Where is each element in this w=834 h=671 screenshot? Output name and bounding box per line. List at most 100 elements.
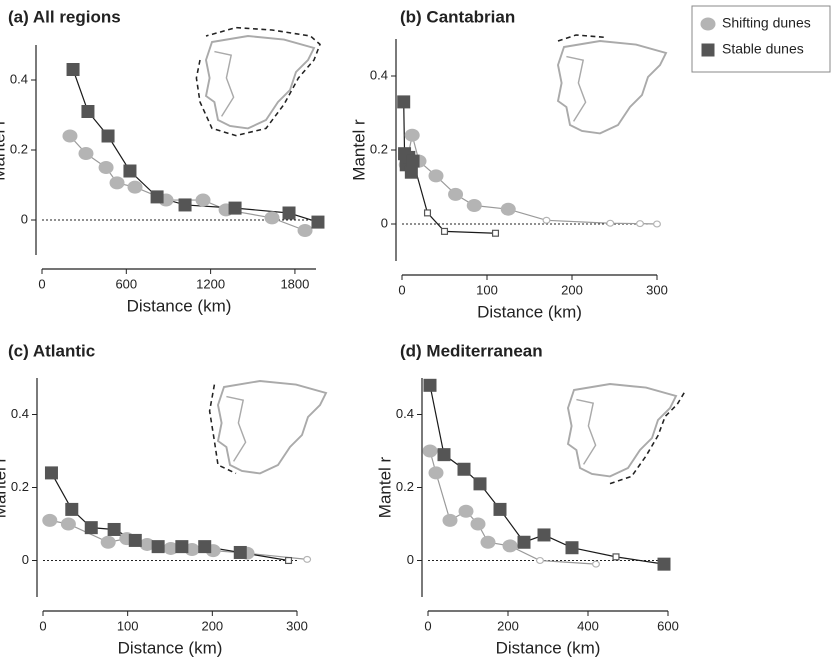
marker-square bbox=[101, 129, 115, 143]
marker-square bbox=[493, 502, 507, 516]
marker-square bbox=[311, 215, 325, 229]
marker-circle bbox=[163, 541, 179, 555]
marker-circle bbox=[458, 504, 474, 518]
marker-square bbox=[233, 545, 247, 559]
marker-circle bbox=[480, 535, 496, 549]
marker-square bbox=[423, 378, 437, 392]
marker-circle bbox=[636, 220, 644, 228]
panel: (a) All regions 0 0.2 0.4 0 600 1200 1800 Distan… bbox=[0, 7, 325, 315]
marker-square bbox=[491, 229, 500, 237]
x-tick-label: 200 bbox=[201, 618, 223, 633]
marker-circle bbox=[542, 216, 551, 224]
marker-circle bbox=[502, 539, 518, 553]
x-tick-label: 0 bbox=[424, 618, 431, 633]
marker-circle bbox=[606, 219, 615, 227]
map-d bbox=[567, 383, 686, 485]
marker-circle bbox=[42, 513, 58, 527]
marker-circle bbox=[428, 169, 444, 183]
marker-circle bbox=[700, 17, 716, 31]
x-tick-label: 0 bbox=[398, 282, 405, 297]
y-axis-label: Mantel r bbox=[0, 119, 8, 181]
marker-circle bbox=[264, 211, 280, 225]
marker-circle bbox=[466, 199, 482, 212]
x-tick-label: 300 bbox=[646, 282, 668, 297]
marker-square bbox=[423, 209, 432, 217]
marker-circle bbox=[442, 513, 458, 527]
marker-square bbox=[84, 521, 98, 535]
marker-circle bbox=[195, 193, 211, 207]
map-a bbox=[195, 26, 321, 137]
marker-square bbox=[406, 154, 420, 168]
marker-circle bbox=[422, 444, 438, 458]
marker-square bbox=[128, 533, 142, 547]
marker-circle bbox=[500, 202, 516, 216]
panel-title: (a) All regions bbox=[8, 7, 121, 26]
marker-square bbox=[657, 557, 671, 571]
marker-square bbox=[285, 556, 293, 565]
marker-circle bbox=[536, 556, 544, 565]
y-tick-label: 0.4 bbox=[10, 71, 28, 86]
x-tick-label: 200 bbox=[561, 282, 583, 297]
x-axis-label: Distance (km) bbox=[118, 638, 223, 657]
panel: (c) Atlantic 0 0.2 0.4 0 100 200 300 Distance (k… bbox=[0, 341, 312, 657]
marker-circle bbox=[592, 560, 600, 568]
x-tick-label: 0 bbox=[39, 618, 46, 633]
x-tick-label: 1200 bbox=[196, 276, 225, 291]
marker-circle bbox=[100, 535, 116, 549]
y-tick-label: 0.2 bbox=[370, 141, 388, 156]
marker-square bbox=[150, 190, 164, 204]
y-tick-label: 0 bbox=[22, 552, 29, 567]
marker-square bbox=[473, 477, 487, 491]
marker-square bbox=[437, 448, 451, 462]
marker-circle bbox=[139, 537, 155, 551]
x-tick-label: 600 bbox=[115, 276, 137, 291]
marker-square bbox=[440, 227, 449, 235]
y-axis-label: Mantel r bbox=[0, 456, 9, 518]
marker-circle bbox=[428, 466, 444, 480]
y-tick-label: 0.4 bbox=[11, 406, 29, 421]
marker-circle bbox=[404, 128, 420, 142]
series-line bbox=[72, 69, 319, 223]
marker-square bbox=[65, 502, 79, 516]
x-axis-label: Distance (km) bbox=[127, 296, 232, 315]
marker-square bbox=[701, 43, 715, 57]
marker-circle bbox=[297, 224, 313, 237]
x-tick-label: 100 bbox=[476, 282, 498, 297]
x-tick-label: 0 bbox=[38, 276, 45, 291]
panel: (b) Cantabrian 0 0.2 0.4 0 100 200 300 Distance … bbox=[349, 7, 667, 321]
marker-square bbox=[228, 201, 242, 215]
y-tick-label: 0.2 bbox=[10, 141, 28, 156]
panel: (d) Mediterranean 0 0.2 0.4 0 200 400 600 Distan… bbox=[375, 341, 678, 657]
legend: Shifting dunes Stable dunes bbox=[691, 5, 831, 73]
y-tick-label: 0.4 bbox=[370, 67, 388, 82]
marker-square bbox=[66, 63, 80, 76]
x-tick-label: 400 bbox=[577, 618, 599, 633]
marker-square bbox=[537, 528, 551, 542]
series-line bbox=[405, 135, 658, 225]
x-axis-label: Distance (km) bbox=[496, 638, 601, 657]
marker-square bbox=[81, 105, 95, 118]
marker-square bbox=[565, 541, 579, 555]
marker-square bbox=[404, 165, 418, 179]
marker-square bbox=[107, 522, 121, 536]
x-tick-label: 1800 bbox=[280, 276, 309, 291]
marker-circle bbox=[109, 176, 125, 190]
x-tick-label: 300 bbox=[286, 618, 308, 633]
y-tick-label: 0.2 bbox=[11, 479, 29, 494]
marker-square bbox=[178, 198, 192, 212]
y-tick-label: 0.2 bbox=[396, 479, 414, 494]
marker-square bbox=[123, 164, 137, 178]
marker-circle bbox=[653, 220, 661, 228]
marker-square bbox=[44, 466, 58, 480]
x-axis-label: Distance (km) bbox=[477, 302, 582, 321]
y-tick-label: 0 bbox=[407, 552, 414, 567]
y-axis-label: Mantel r bbox=[375, 456, 394, 518]
marker-square bbox=[397, 95, 411, 109]
marker-square bbox=[517, 535, 531, 549]
marker-circle bbox=[448, 187, 464, 201]
series-line bbox=[69, 135, 306, 232]
marker-circle bbox=[303, 555, 312, 563]
panel-title: (c) Atlantic bbox=[8, 341, 95, 360]
y-tick-label: 0.4 bbox=[396, 406, 414, 421]
